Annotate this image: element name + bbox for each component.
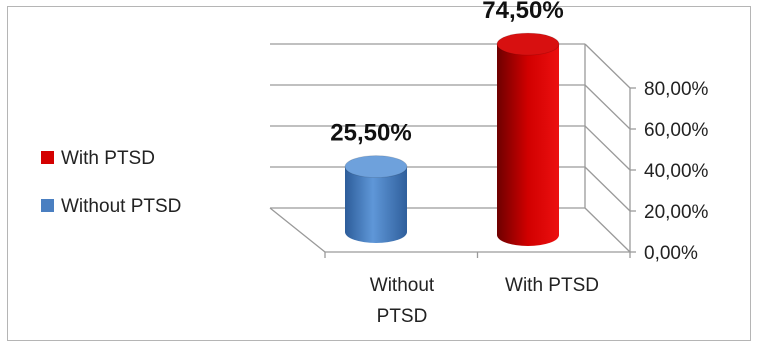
cylinder-bar-body [497,44,559,246]
y-tick-label: 40,00% [644,161,709,182]
data-labels: 25,50% 74,50% [330,0,563,147]
legend-label-with-ptsd: With PTSD [61,148,155,169]
legend-swatch-with-ptsd [41,151,54,164]
data-label: 25,50% [330,120,411,147]
legend-swatch-without-ptsd [41,199,54,212]
legend-label-without-ptsd: Without PTSD [61,196,181,217]
y-tick-label: 80,00% [644,79,709,100]
category-label-with-ptsd: With PTSD [505,275,599,296]
gridline-side-wall [584,125,631,171]
data-label: 74,50% [482,0,563,24]
cylinder-bar-top [344,155,408,179]
gridline-side-wall [584,43,631,89]
cylinder-bar-top [496,32,560,56]
y-tick-label: 0,00% [644,243,698,264]
category-label-without-ptsd-line1: Without [370,275,435,296]
y-tick-label: 60,00% [644,120,709,141]
gridline-side-wall [584,84,631,130]
bars [344,32,560,246]
floor-left-edge [269,207,326,253]
gridline-side-wall [584,166,631,212]
category-label-without-ptsd-line2: PTSD [377,306,428,327]
y-tick-label: 20,00% [644,202,709,223]
gridline-side-wall [584,207,631,253]
cylinder-bar-body [345,166,407,243]
gridlines: 0,00% 20,00% 40,00% 60,00% 80,00% [269,43,709,264]
